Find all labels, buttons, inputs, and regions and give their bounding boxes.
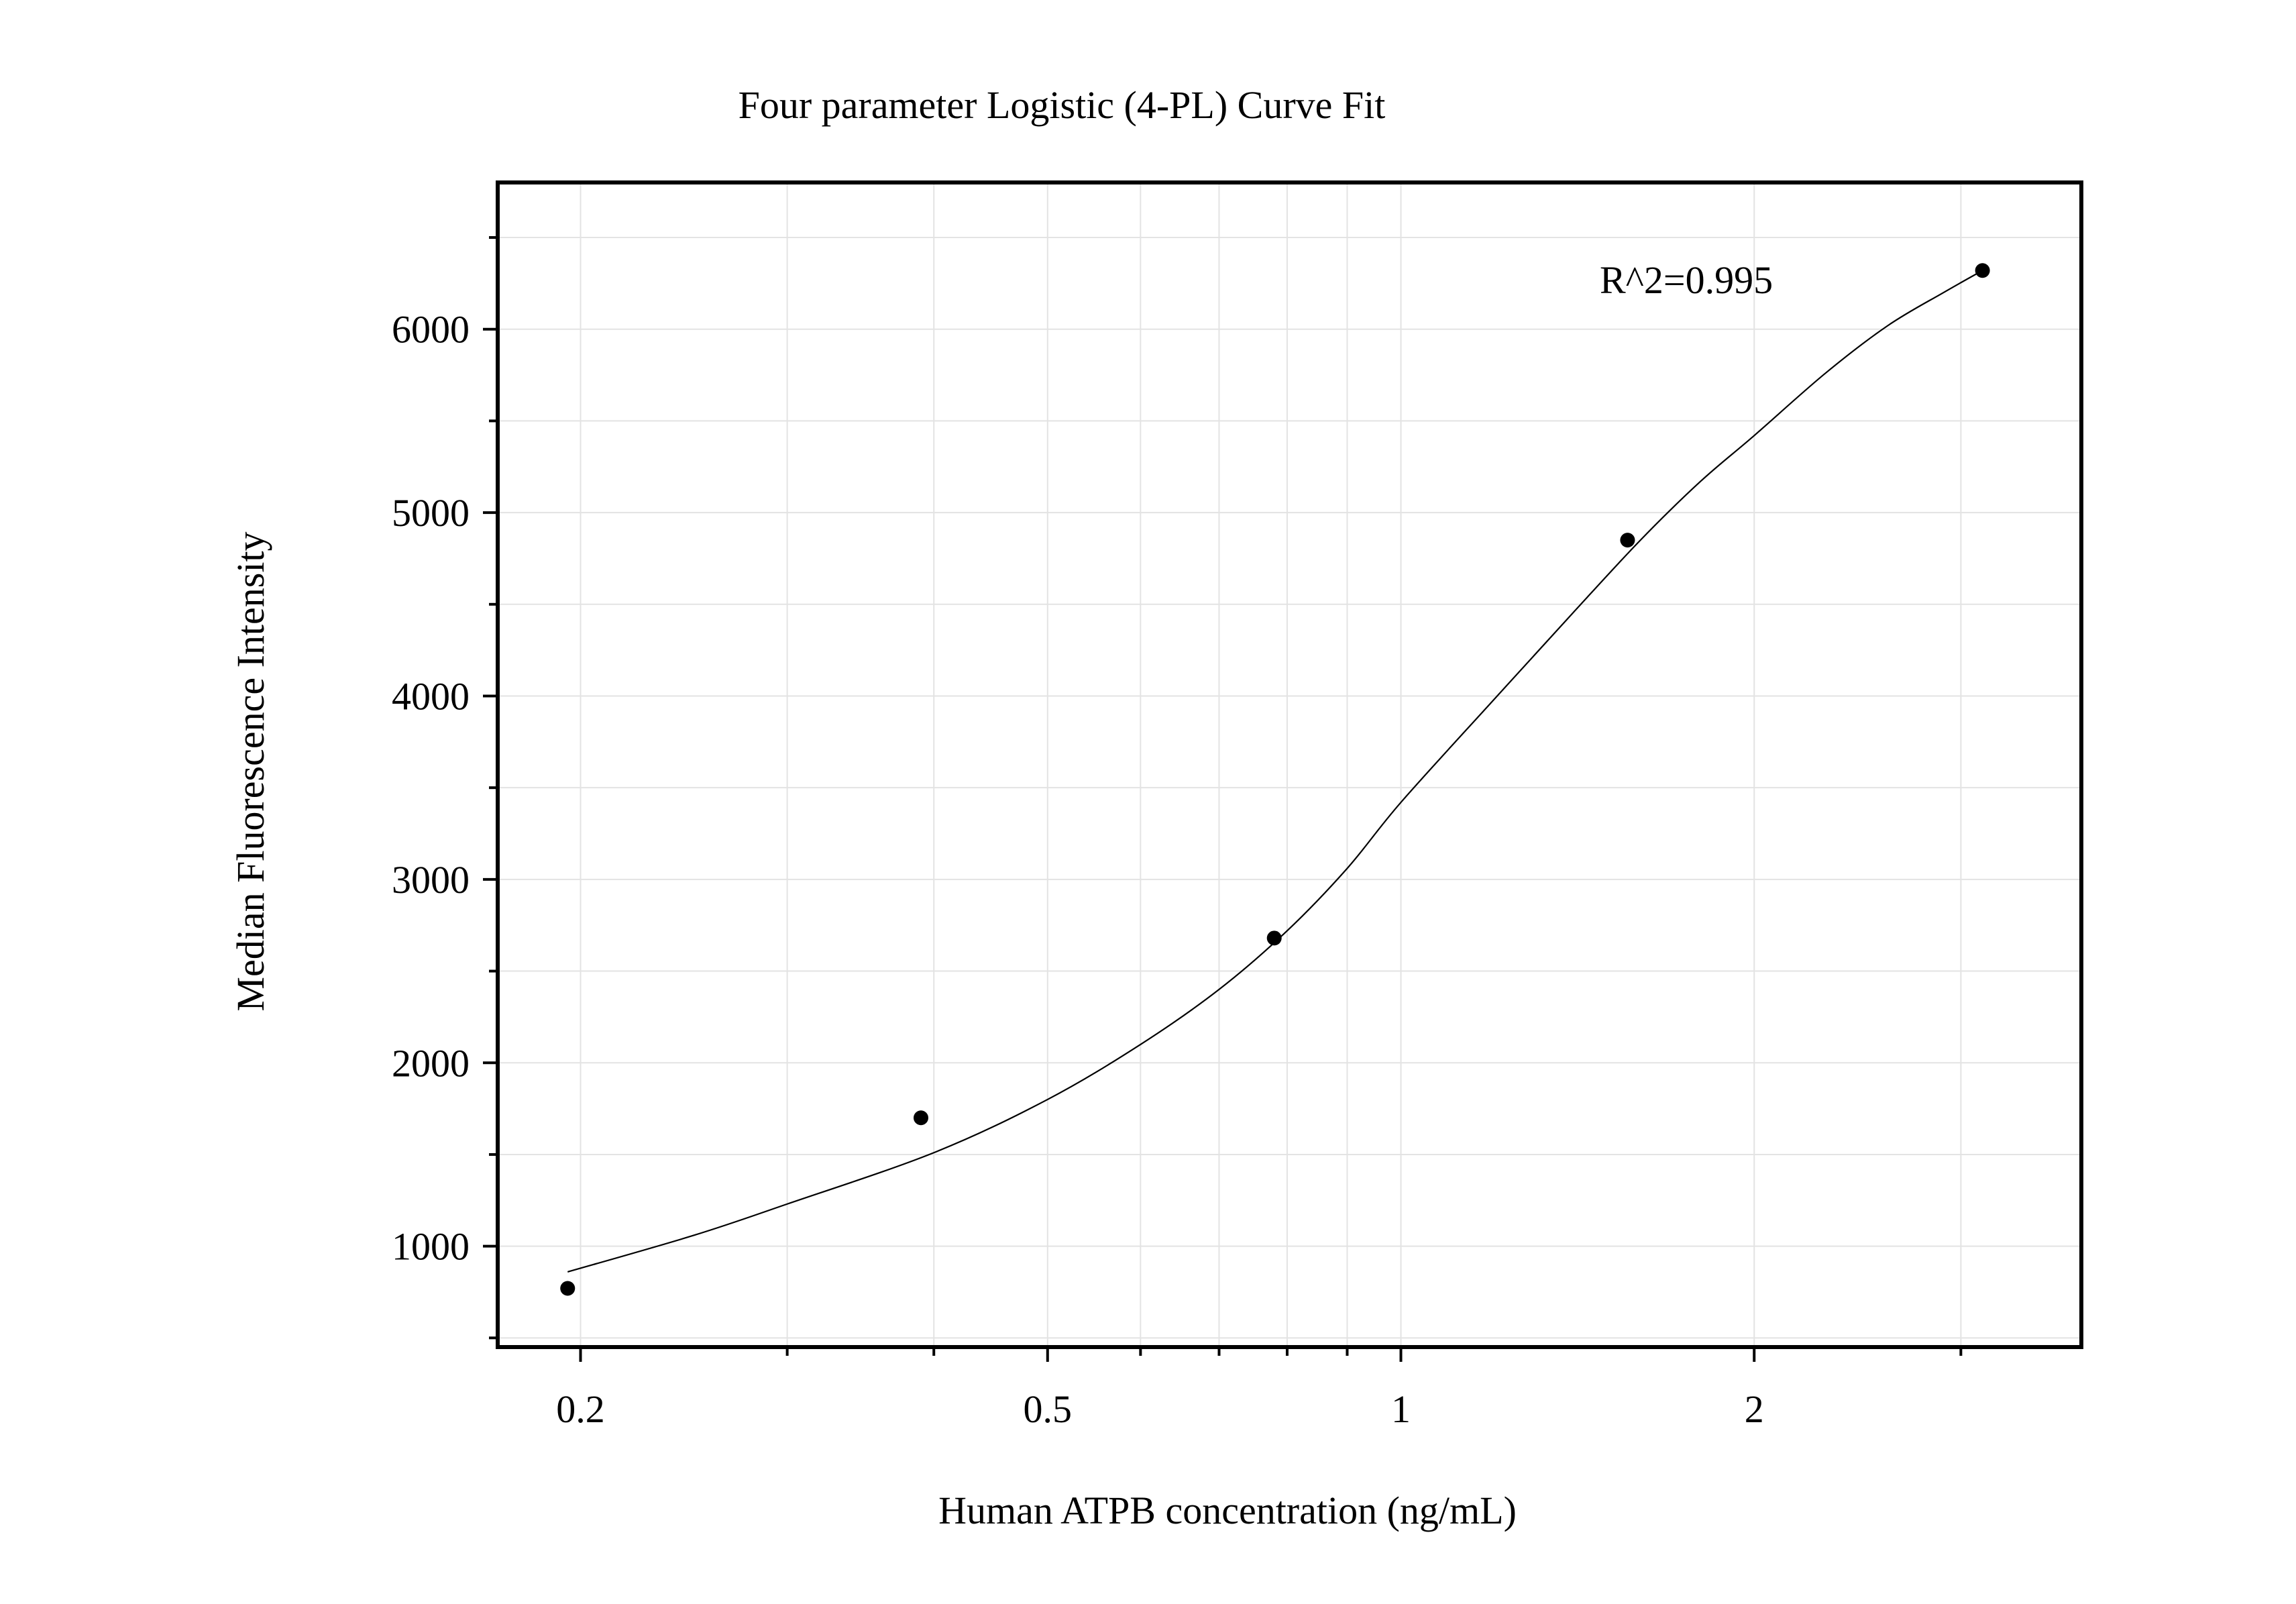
y-tick-label: 3000 <box>392 858 470 902</box>
r-squared-annotation: R^2=0.995 <box>1600 258 1773 302</box>
data-point <box>1266 930 1282 946</box>
y-tick-label: 5000 <box>392 491 470 535</box>
grid <box>498 182 2081 1347</box>
chart-title: Four parameter Logistic (4-PL) Curve Fit <box>739 83 1386 127</box>
plot-frame <box>496 180 2083 1349</box>
y-tick-label: 1000 <box>392 1225 470 1269</box>
x-axis-label: Human ATPB concentration (ng/mL) <box>938 1489 1517 1532</box>
tick-labels: 0.2 0.5 1 2 1000 2000 3000 4000 5000 6000 <box>392 308 1764 1431</box>
y-tick-label: 2000 <box>392 1041 470 1085</box>
axis-ticks <box>483 236 1963 1362</box>
y-tick-label: 4000 <box>392 674 470 718</box>
data-point <box>913 1110 928 1126</box>
data-point <box>1620 533 1635 548</box>
fit-curve <box>567 270 1983 1273</box>
y-tick-label: 6000 <box>392 308 470 352</box>
data-point <box>560 1281 576 1296</box>
x-tick-label: 2 <box>1745 1387 1764 1431</box>
data-points <box>560 263 1990 1296</box>
x-tick-label: 0.2 <box>556 1387 605 1431</box>
x-tick-label: 1 <box>1391 1387 1411 1431</box>
y-axis-label: Median Fluorescence Intensity <box>229 531 272 1011</box>
data-point <box>1975 263 1990 278</box>
x-tick-label: 0.5 <box>1024 1387 1073 1431</box>
